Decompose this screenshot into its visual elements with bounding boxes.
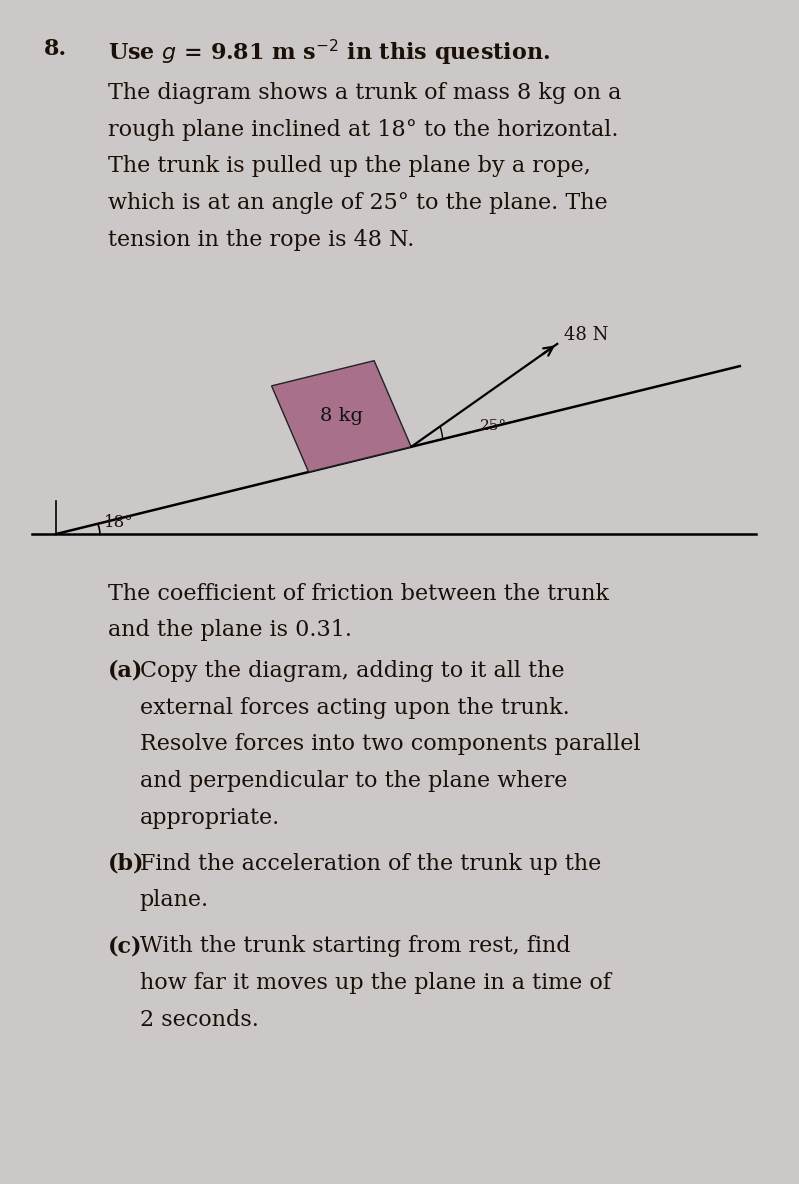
Text: plane.: plane. — [140, 889, 209, 912]
Text: appropriate.: appropriate. — [140, 806, 280, 829]
Text: tension in the rope is 48 N.: tension in the rope is 48 N. — [108, 229, 414, 251]
Text: 8.: 8. — [44, 38, 67, 60]
Text: external forces acting upon the trunk.: external forces acting upon the trunk. — [140, 696, 570, 719]
Text: 48 N: 48 N — [563, 326, 608, 343]
Text: (c): (c) — [108, 935, 142, 957]
Text: 25°: 25° — [480, 419, 507, 433]
Text: The diagram shows a trunk of mass 8 kg on a: The diagram shows a trunk of mass 8 kg o… — [108, 82, 622, 104]
Text: 18°: 18° — [104, 514, 133, 532]
Text: and perpendicular to the plane where: and perpendicular to the plane where — [140, 770, 567, 792]
Text: The trunk is pulled up the plane by a rope,: The trunk is pulled up the plane by a ro… — [108, 155, 590, 178]
Text: The coefficient of friction between the trunk: The coefficient of friction between the … — [108, 583, 609, 605]
Text: Find the acceleration of the trunk up the: Find the acceleration of the trunk up th… — [140, 852, 601, 875]
Text: how far it moves up the plane in a time of: how far it moves up the plane in a time … — [140, 972, 610, 993]
Text: 2 seconds.: 2 seconds. — [140, 1009, 259, 1030]
Text: Resolve forces into two components parallel: Resolve forces into two components paral… — [140, 733, 640, 755]
Text: which is at an angle of 25° to the plane. The: which is at an angle of 25° to the plane… — [108, 192, 607, 214]
Polygon shape — [272, 361, 411, 472]
Text: rough plane inclined at 18° to the horizontal.: rough plane inclined at 18° to the horiz… — [108, 118, 618, 141]
Text: (b): (b) — [108, 852, 145, 875]
Text: 8 kg: 8 kg — [320, 407, 363, 425]
Text: (a): (a) — [108, 659, 143, 682]
Text: Copy the diagram, adding to it all the: Copy the diagram, adding to it all the — [140, 659, 564, 682]
Text: With the trunk starting from rest, find: With the trunk starting from rest, find — [140, 935, 570, 957]
Text: Use $g$ = 9.81 m s$^{-2}$ in this question.: Use $g$ = 9.81 m s$^{-2}$ in this questi… — [108, 38, 550, 69]
Text: and the plane is 0.31.: and the plane is 0.31. — [108, 619, 352, 642]
